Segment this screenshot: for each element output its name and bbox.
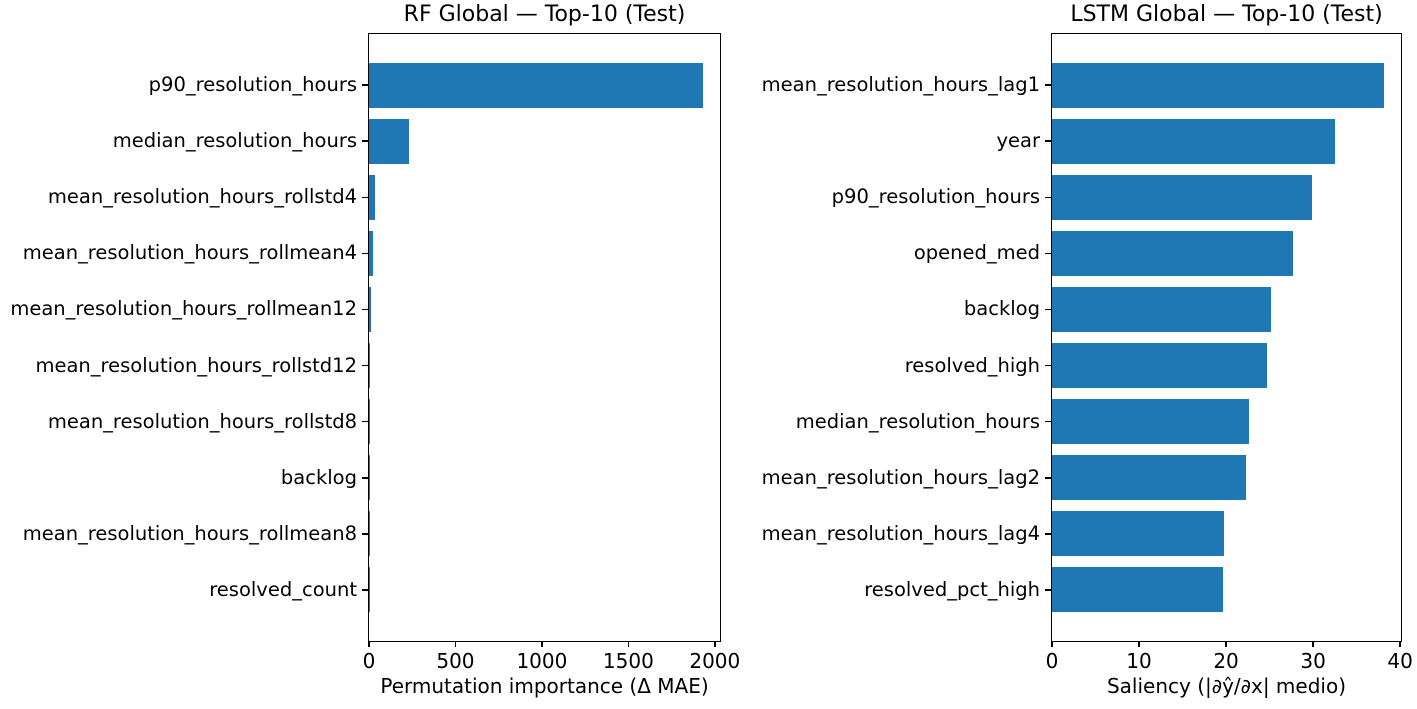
x-tick xyxy=(627,641,630,647)
y-axis-category-label: resolved_pct_high xyxy=(864,577,1040,601)
y-tick xyxy=(1044,84,1051,86)
y-tick xyxy=(361,308,368,311)
y-axis-category-label: year xyxy=(996,129,1040,153)
y-tick xyxy=(1044,533,1051,535)
y-tick xyxy=(1044,140,1051,142)
y-axis-category-label: mean_resolution_hours_lag2 xyxy=(761,465,1040,489)
x-tick xyxy=(454,641,457,647)
x-tick-label: 0 xyxy=(1045,649,1059,673)
y-tick xyxy=(361,420,368,423)
y-axis-category-label: resolved_count xyxy=(209,577,357,601)
y-axis-category-label: mean_resolution_hours_rollmean12 xyxy=(10,297,357,321)
bar xyxy=(1052,399,1249,445)
y-tick xyxy=(1044,364,1051,367)
y-tick xyxy=(361,84,368,86)
y-axis-category-label: resolved_high xyxy=(904,353,1040,377)
bar xyxy=(1052,230,1294,276)
bar xyxy=(1052,567,1223,613)
y-axis-category-label: median_resolution_hours xyxy=(795,409,1040,433)
y-tick xyxy=(361,364,368,367)
x-tick-label: 2000 xyxy=(689,649,741,673)
plot-area: p90_resolution_hours median_resolution_ho… xyxy=(10,33,740,672)
y-tick xyxy=(361,477,368,479)
y-tick xyxy=(361,252,368,255)
bar xyxy=(1052,174,1313,220)
y-tick xyxy=(1044,196,1051,198)
y-axis-category-label: backlog xyxy=(963,297,1040,321)
y-tick xyxy=(361,140,368,142)
y-tick xyxy=(1044,252,1051,255)
y-axis-category-label: mean_resolution_hours_rollstd12 xyxy=(35,353,357,377)
bar xyxy=(369,343,371,389)
bar xyxy=(1052,343,1267,389)
y-axis-category-label: p90_resolution_hours xyxy=(148,73,357,97)
bar xyxy=(1052,62,1385,108)
x-tick-label: 500 xyxy=(436,649,475,673)
y-axis-category-label: mean_resolution_hours_rollmean4 xyxy=(22,241,357,265)
bar xyxy=(369,118,410,164)
x-tick xyxy=(1225,641,1227,647)
y-axis-category-label: opened_med xyxy=(913,241,1040,265)
y-axis-category-label: mean_resolution_hours_rollstd8 xyxy=(47,409,357,433)
x-axis-label: Permutation importance (Δ MAE) xyxy=(380,674,709,698)
y-tick xyxy=(1044,589,1051,591)
y-axis-category-label: median_resolution_hours xyxy=(112,129,357,153)
x-tick-label: 0 xyxy=(362,649,376,673)
x-tick xyxy=(1312,641,1314,647)
y-tick xyxy=(361,196,368,198)
bar xyxy=(369,286,371,332)
y-tick xyxy=(361,533,368,535)
bar xyxy=(1052,286,1272,332)
y-axis-category-label: mean_resolution_hours_rollstd4 xyxy=(47,185,357,209)
x-tick-label: 30 xyxy=(1300,649,1326,673)
y-axis-category-label: mean_resolution_hours_lag1 xyxy=(761,73,1040,97)
y-tick xyxy=(1044,420,1051,423)
x-tick-label: 40 xyxy=(1387,649,1413,673)
x-tick xyxy=(1399,641,1401,647)
bar xyxy=(369,230,373,276)
x-tick-label: 1500 xyxy=(602,649,654,673)
bar xyxy=(369,174,375,220)
bar xyxy=(1052,511,1225,557)
y-tick xyxy=(1044,308,1051,311)
x-tick xyxy=(368,641,370,647)
bar xyxy=(369,62,703,108)
x-tick-label: 1000 xyxy=(516,649,568,673)
y-axis-category-label: backlog xyxy=(280,465,357,489)
x-axis-label: Saliency (|∂ŷ/∂x| medio) xyxy=(1106,674,1347,698)
x-tick xyxy=(1051,641,1053,647)
y-axis-category-label: mean_resolution_hours_lag4 xyxy=(761,521,1040,545)
x-tick-label: 20 xyxy=(1213,649,1239,673)
chart-title: RF Global — Top-10 (Test) xyxy=(403,2,686,27)
y-tick xyxy=(361,589,368,591)
bar xyxy=(1052,118,1335,164)
x-tick xyxy=(1138,641,1140,647)
y-axis-category-label: p90_resolution_hours xyxy=(831,185,1040,209)
bar xyxy=(1052,455,1247,501)
y-tick xyxy=(1044,477,1051,479)
x-tick-label: 10 xyxy=(1126,649,1152,673)
x-tick xyxy=(541,641,543,647)
chart-title: LSTM Global — Top-10 (Test) xyxy=(1070,2,1383,27)
x-tick xyxy=(714,641,716,647)
y-axis-category-label: mean_resolution_hours_rollmean8 xyxy=(22,521,357,545)
